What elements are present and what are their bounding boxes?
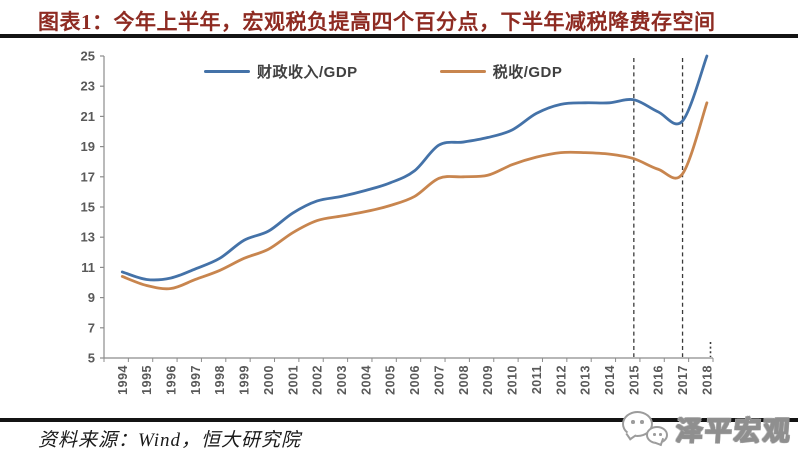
- tax-line-swatch: [439, 69, 486, 74]
- x-tick-label: 2005: [384, 365, 398, 395]
- x-tick-label: 2018: [700, 365, 714, 395]
- x-tick-label: 2007: [432, 365, 446, 395]
- legend-label-tax: 税收/GDP: [492, 64, 563, 81]
- x-tick-label: 1997: [189, 365, 203, 395]
- y-tick-label: 23: [81, 79, 95, 94]
- x-tick-label: 2016: [652, 365, 666, 395]
- x-tick-label: 1999: [238, 365, 252, 395]
- x-tick-label: 2003: [335, 365, 349, 395]
- x-tick-label: 1996: [164, 365, 178, 395]
- x-tick-label: 2000: [262, 365, 276, 395]
- brand-name: 泽平宏观: [674, 415, 793, 446]
- legend-label-fiscal: 财政收入/GDP: [257, 64, 358, 81]
- x-tick-label: 2011: [530, 365, 544, 394]
- legend-item-tax: 税收/GDP: [439, 61, 563, 82]
- y-tick-label: 13: [81, 230, 95, 245]
- source-divider: [0, 418, 798, 422]
- y-tick-label: 17: [81, 169, 95, 184]
- y-tick-label: 19: [81, 139, 95, 154]
- source-note: 资料来源：Wind，恒大研究院: [38, 430, 302, 451]
- fiscal-line-swatch: [204, 69, 250, 74]
- brand-watermark: 泽平宏观: [620, 396, 796, 462]
- chart-title: 图表1：今年上半年，宏观税负提高四个百分点，下半年减税降费存空间: [38, 10, 716, 34]
- title-divider: [0, 34, 798, 38]
- x-tick-label: 2014: [603, 365, 617, 395]
- x-tick-label: 2009: [481, 365, 495, 395]
- y-tick-label: 7: [88, 320, 95, 335]
- chart-legend: 财政收入/GDP 税收/GDP: [204, 61, 562, 82]
- x-tick-label: 2006: [408, 365, 422, 395]
- x-tick-label: 2004: [359, 365, 373, 395]
- legend-item-fiscal: 财政收入/GDP: [204, 61, 358, 82]
- wechat-small-bubble-icon: [646, 426, 668, 447]
- y-tick-label: 11: [81, 260, 95, 275]
- x-tick-label: 1994: [116, 365, 130, 395]
- y-tick-label: 15: [81, 200, 95, 215]
- x-tick-label: 2002: [311, 365, 325, 395]
- x-tick-label: 1995: [140, 365, 154, 395]
- x-tick-label: 2017: [676, 365, 690, 395]
- x-tick-label: 2008: [457, 365, 471, 395]
- tax-line: [120, 101, 709, 291]
- y-tick-label: 9: [88, 290, 95, 305]
- x-tick-label: 2001: [286, 365, 300, 395]
- y-tick-label: 5: [88, 351, 95, 366]
- x-tick-label: 1998: [213, 365, 227, 395]
- y-tick-label: 25: [81, 49, 95, 64]
- fiscal-revenue-line: [120, 54, 709, 282]
- x-tick-label: 2015: [627, 365, 641, 395]
- y-tick-label: 21: [81, 109, 95, 124]
- x-tick-label: 2012: [554, 365, 568, 395]
- x-tick-label: 2010: [506, 365, 520, 395]
- x-tick-label: 2013: [579, 365, 593, 395]
